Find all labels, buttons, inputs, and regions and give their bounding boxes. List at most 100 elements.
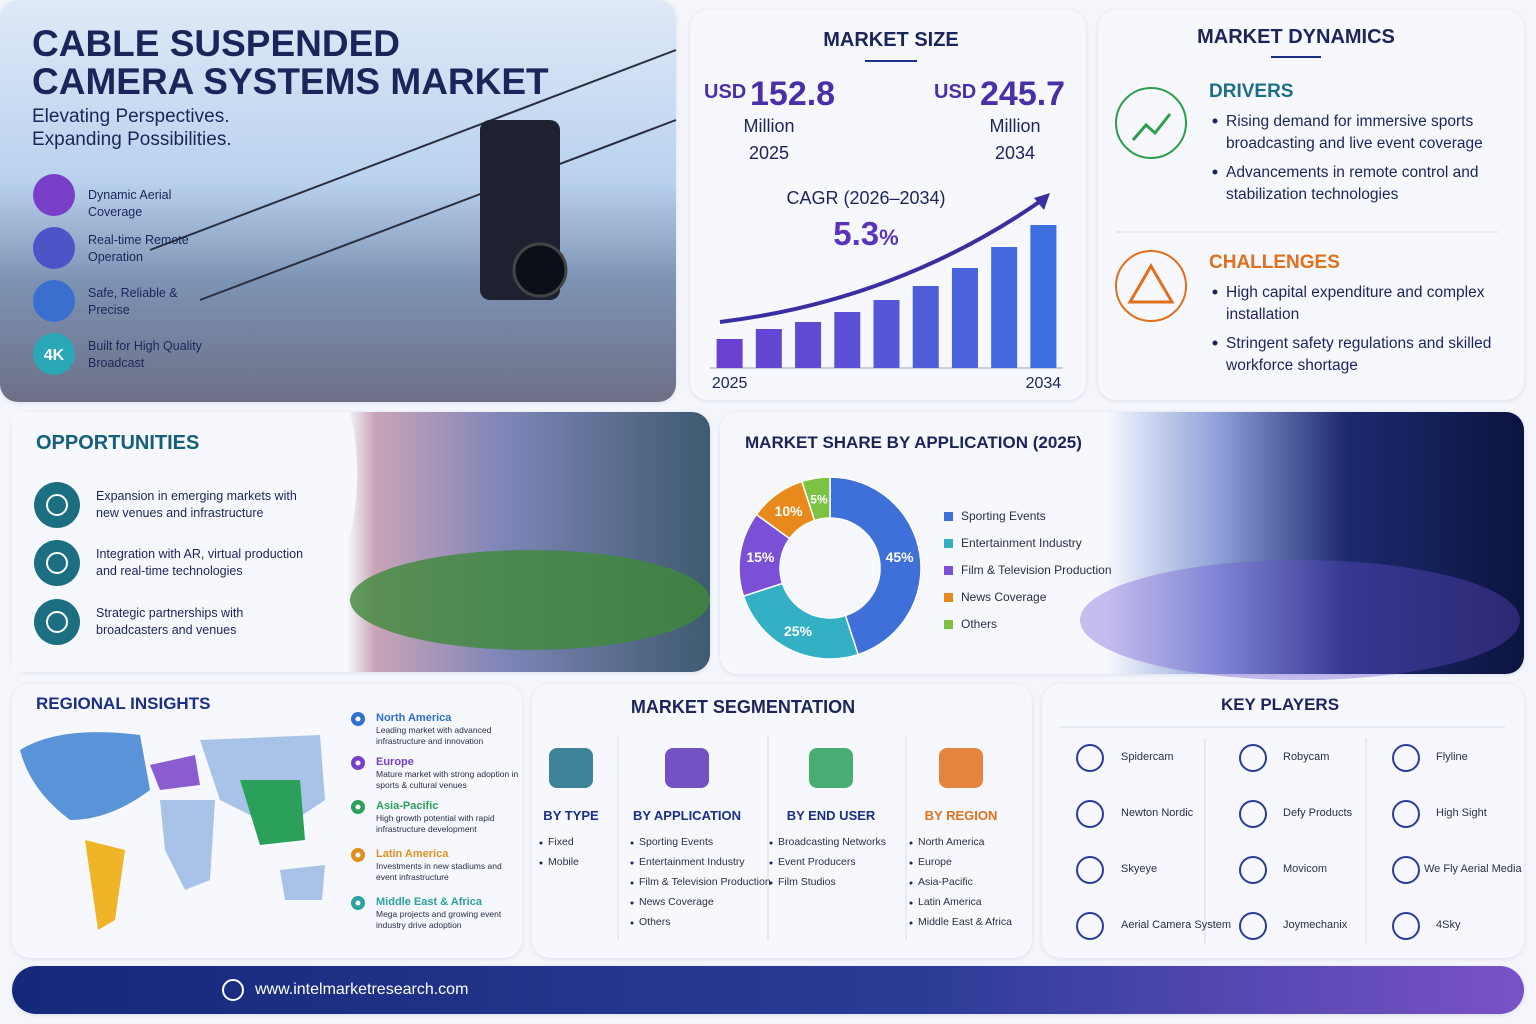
arrow-head [1034, 193, 1050, 210]
region-description: Mature market with strong adoption in sp… [376, 769, 519, 790]
bullet [909, 861, 913, 865]
player-name: 4Sky [1436, 919, 1461, 931]
footer-url: www.intelmarketresearch.com [255, 981, 469, 998]
cagr-value: 5.3% [833, 214, 898, 254]
world-map [20, 732, 325, 930]
segment-icon [665, 748, 709, 788]
legend-label: Entertainment Industry [961, 536, 1082, 550]
region-name: Europe [376, 756, 414, 768]
region-pin-dot [355, 716, 361, 722]
region-pin-dot [355, 804, 361, 810]
bullet [909, 841, 913, 845]
segment-item: Sporting Events [639, 836, 714, 848]
opportunity-icon [34, 482, 80, 528]
segment-item: North America [918, 836, 985, 848]
opportunity-text: Expansion in emerging markets with new v… [96, 489, 297, 520]
x-tick-label: 2034 [1025, 375, 1062, 392]
legend-swatch [944, 593, 953, 602]
segment-icon [549, 748, 593, 788]
currency: USD [704, 81, 747, 103]
bullet [909, 921, 913, 925]
size-value: 245.7 [980, 75, 1066, 113]
player-name: Newton Nordic [1121, 807, 1194, 819]
bullet [630, 901, 634, 905]
bullet [630, 921, 634, 925]
opportunity-text: Integration with AR, virtual production … [96, 547, 304, 578]
region-description: Leading market with advanced infrastruct… [376, 725, 492, 746]
region-pin-dot [355, 760, 361, 766]
hero-panel [0, 0, 676, 402]
opportunity-icon [34, 540, 80, 586]
feature-text: Safe, Reliable & Precise [88, 286, 178, 317]
bullet [539, 841, 543, 845]
drivers-glyph [1131, 113, 1172, 141]
title: CABLE SUSPENDED [32, 23, 400, 64]
segment-item: Event Producers [778, 856, 856, 868]
bullet-text: Rising demand for immersive sports broad… [1226, 113, 1483, 152]
bar [716, 339, 743, 368]
opportunity-glyph [46, 552, 68, 574]
bullet [769, 881, 773, 885]
challenges-glyph [1127, 263, 1175, 304]
stage-glow [1080, 560, 1520, 680]
player-name: Movicom [1283, 863, 1328, 875]
segment-heading: BY END USER [786, 808, 876, 823]
tagline: Expanding Possibilities. [32, 129, 232, 150]
bullet [630, 861, 634, 865]
region-pin-dot [355, 852, 361, 858]
legend-label: News Coverage [961, 590, 1047, 604]
subheading: DRIVERS [1209, 81, 1294, 102]
segment-icon [939, 748, 983, 788]
section-title: KEY PLAYERS [1220, 695, 1340, 714]
region-name: Asia-Pacific [376, 800, 439, 812]
legend-swatch [944, 512, 953, 521]
bullet [1212, 118, 1218, 124]
player-name: Skyeye [1121, 863, 1158, 875]
market-dynamics-panel [1098, 10, 1524, 400]
player-icon [1076, 856, 1104, 884]
player-name: Flyline [1436, 751, 1468, 763]
region-description: Mega projects and growing event industry… [376, 909, 502, 930]
cagr-label: CAGR (2026–2034) [786, 188, 946, 208]
player-name: Spidercam [1121, 751, 1174, 763]
legend-label: Sporting Events [961, 509, 1046, 523]
feature-text: Built for High Quality Broadcast [88, 339, 202, 370]
section-title: REGIONAL INSIGHTS [36, 694, 211, 713]
player-icon [1239, 800, 1267, 828]
legend-swatch [944, 566, 953, 575]
bar [873, 300, 900, 368]
legend-swatch [944, 539, 953, 548]
segment-item: Others [639, 916, 671, 928]
player-name: High Sight [1436, 807, 1487, 819]
region-pin-dot [355, 900, 361, 906]
player-icon [1239, 744, 1267, 772]
bullet [1212, 340, 1218, 346]
player-name: Defy Products [1283, 807, 1353, 819]
segment-item: Asia-Pacific [918, 876, 973, 888]
player-icon [1392, 744, 1420, 772]
player-name: Aerial Camera System [1121, 919, 1232, 931]
segment-item: Broadcasting Networks [778, 836, 886, 848]
feature-icon [33, 333, 75, 375]
region-name: Latin America [376, 848, 449, 860]
x-tick-label: 2025 [711, 375, 748, 392]
segmentation-panel [532, 684, 1032, 958]
bar [755, 329, 782, 368]
data-label: 25% [784, 623, 813, 639]
bullet [539, 861, 543, 865]
challenges-icon [1115, 250, 1187, 322]
region-name: Middle East & Africa [376, 896, 482, 908]
player-icon [1076, 800, 1104, 828]
player-icon [1076, 912, 1104, 940]
player-icon [1392, 856, 1420, 884]
segment-icon [809, 748, 853, 788]
bullet-text: Advancements in remote control and stabi… [1226, 164, 1479, 203]
data-label: 5% [810, 492, 828, 506]
cable [199, 119, 677, 301]
segment-item: Europe [918, 856, 952, 868]
bullet [769, 861, 773, 865]
cable [149, 49, 677, 251]
player-name: Robycam [1283, 751, 1330, 763]
